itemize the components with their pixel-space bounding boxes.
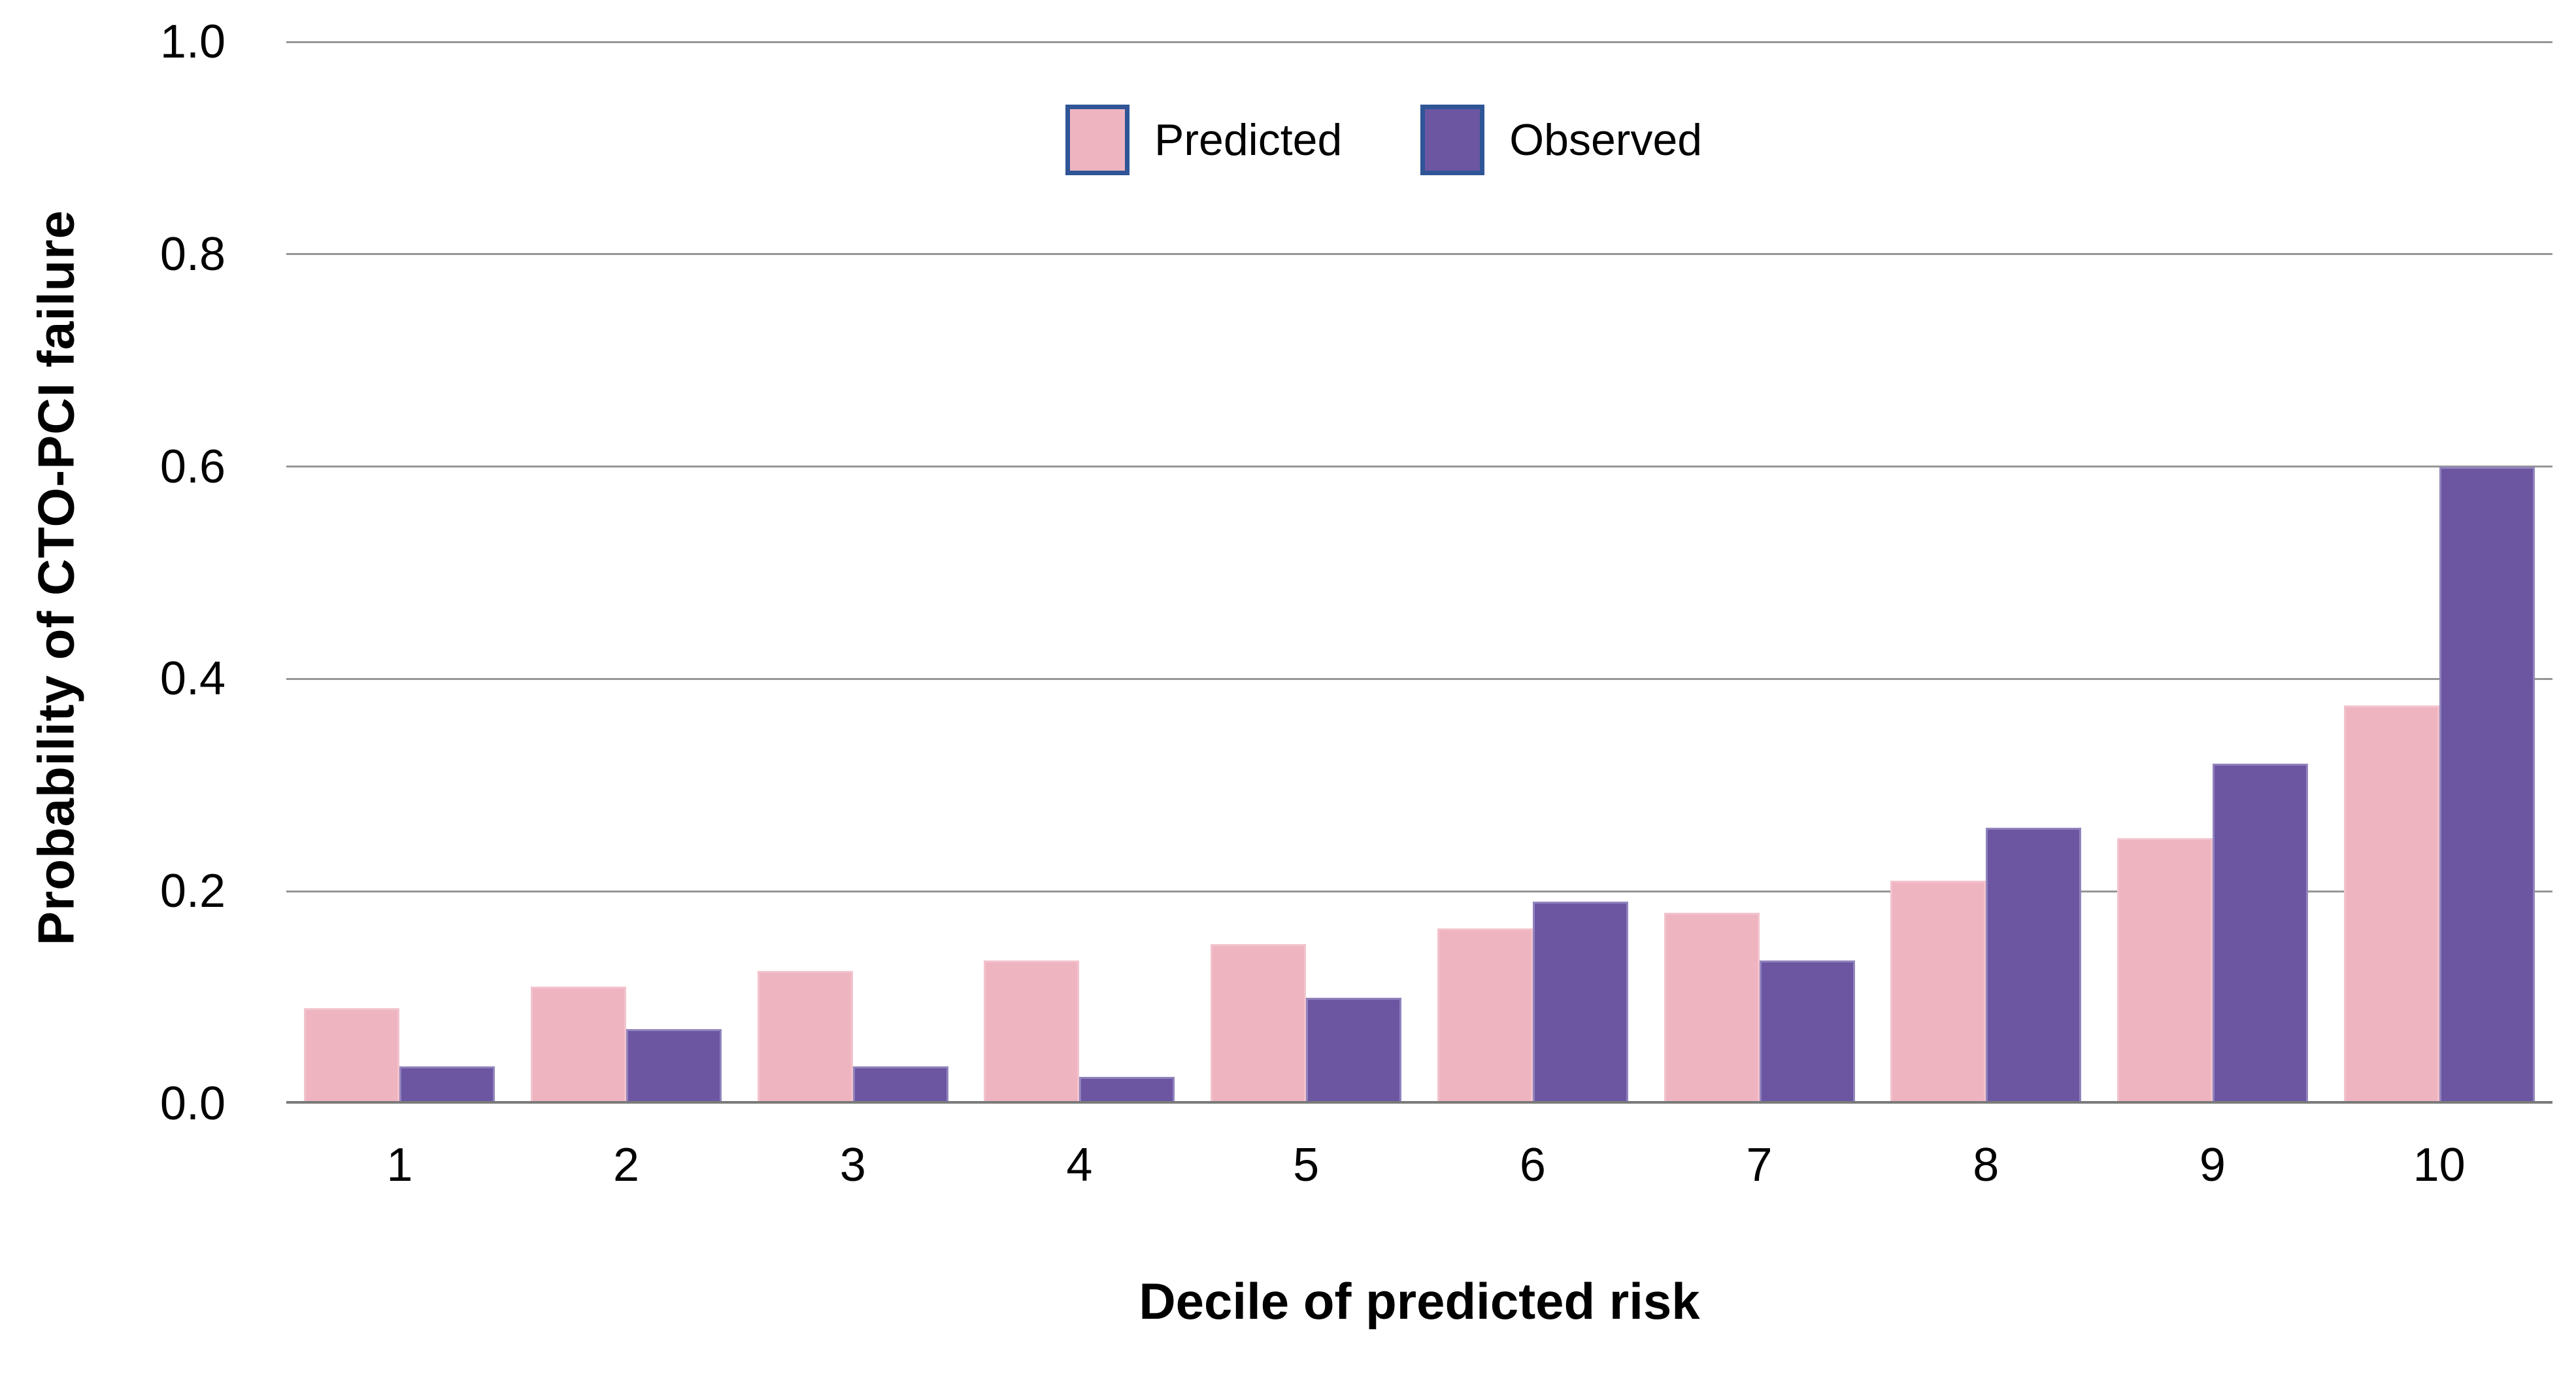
y-tick-label-0.8: 0.8: [159, 228, 226, 280]
bar-predicted-decile-3: [757, 971, 853, 1104]
bar-observed-decile-3: [852, 1066, 948, 1104]
legend-item-predicted: Predicted: [1065, 105, 1342, 175]
plot-area: [286, 41, 2552, 1104]
bar-observed-decile-7: [1759, 960, 1855, 1104]
x-tick-label-8: 8: [1973, 1139, 1999, 1191]
legend-label-predicted: Predicted: [1154, 115, 1343, 165]
bar-predicted-decile-1: [304, 1008, 400, 1104]
x-tick-label-1: 1: [386, 1139, 413, 1191]
bar-predicted-decile-5: [1211, 944, 1307, 1104]
bar-observed-decile-2: [626, 1029, 722, 1104]
bar-predicted-decile-6: [1437, 928, 1533, 1104]
y-tick-label-0.2: 0.2: [159, 865, 226, 918]
legend: Predicted Observed: [1065, 105, 1702, 175]
x-tick-label-2: 2: [613, 1139, 640, 1191]
gridline-y-0.6: [286, 466, 2552, 468]
bar-observed-decile-1: [399, 1066, 495, 1104]
x-tick-label-4: 4: [1066, 1139, 1093, 1191]
bar-predicted-decile-10: [2343, 705, 2439, 1104]
bar-observed-decile-5: [1306, 997, 1402, 1104]
bar-observed-decile-10: [2439, 466, 2535, 1104]
bar-predicted-decile-4: [984, 960, 1080, 1104]
x-tick-label-6: 6: [1519, 1139, 1546, 1191]
bar-observed-decile-4: [1079, 1077, 1175, 1104]
x-tick-label-5: 5: [1293, 1139, 1320, 1191]
x-tick-label-3: 3: [839, 1139, 866, 1191]
observed-swatch-icon: [1420, 105, 1485, 175]
gridline-y-0.0: [286, 1101, 2552, 1104]
x-tick-label-10: 10: [2413, 1139, 2466, 1191]
gridline-y-0.4: [286, 677, 2552, 680]
bar-observed-decile-8: [1986, 827, 2082, 1104]
bar-predicted-decile-2: [531, 987, 627, 1104]
gridline-y-0.8: [286, 253, 2552, 256]
gridline-y-1.0: [286, 41, 2552, 43]
x-tick-label-9: 9: [2199, 1139, 2226, 1191]
bar-predicted-decile-8: [1890, 880, 1986, 1104]
bar-predicted-decile-9: [2116, 838, 2213, 1104]
legend-label-observed: Observed: [1509, 115, 1703, 165]
x-axis-title: Decile of predicted risk: [1139, 1272, 1700, 1330]
y-tick-label-0.0: 0.0: [159, 1078, 226, 1130]
predicted-swatch-icon: [1065, 105, 1129, 175]
y-tick-label-1.0: 1.0: [159, 16, 226, 68]
y-tick-label-0.4: 0.4: [159, 653, 226, 705]
gridline-y-0.2: [286, 890, 2552, 892]
bar-observed-decile-9: [2212, 764, 2308, 1104]
bar-predicted-decile-7: [1664, 912, 1760, 1104]
y-tick-label-0.6: 0.6: [159, 440, 226, 493]
legend-item-observed: Observed: [1420, 105, 1702, 175]
bar-observed-decile-6: [1532, 902, 1628, 1104]
x-tick-label-7: 7: [1746, 1139, 1773, 1191]
